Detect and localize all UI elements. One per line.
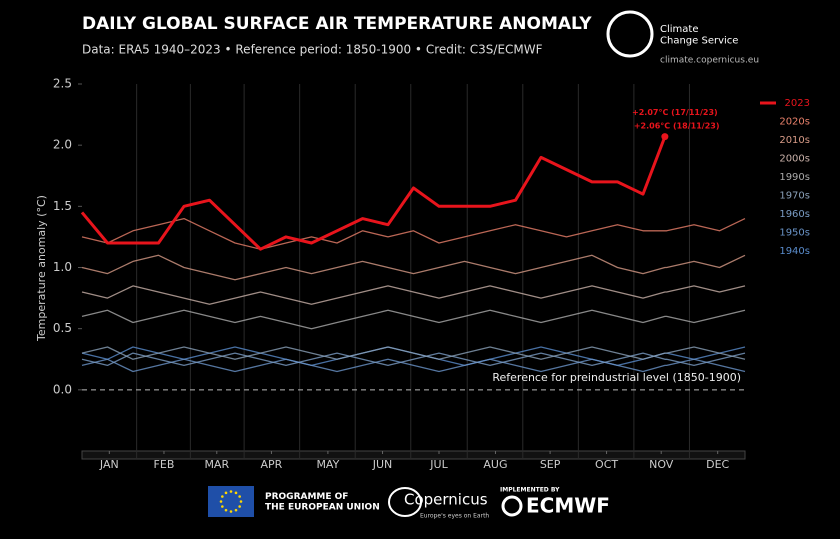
eu-star — [238, 505, 241, 508]
series-line — [81, 346, 746, 360]
x-tick-label: AUG — [483, 458, 507, 471]
footer: PROGRAMME OF THE EUROPEAN UNION Copernicu… — [208, 486, 610, 520]
eu-star — [224, 508, 228, 512]
y-tick-label: 1.0 — [53, 260, 72, 274]
ecmwf: ECMWF — [526, 494, 610, 518]
legend-label: 1940s — [779, 246, 810, 257]
eu-star — [239, 500, 243, 503]
ecmwf-logo — [501, 495, 523, 517]
series-line — [81, 285, 746, 305]
x-tick-label: SEP — [540, 458, 561, 471]
plot-area: 0.0 0.5 1.0 1.5 2.0 2.5 JAN FEB MAR APR MAY JUN JUL A… — [53, 77, 810, 472]
eu-star — [219, 500, 223, 503]
chart-subtitle: Data: ERA5 1940–2023 • Reference period:… — [82, 43, 543, 57]
copernicus-name: Copernicus — [404, 491, 488, 509]
brand-name: Climate Change Service — [660, 24, 738, 47]
series-line — [81, 254, 746, 281]
series-line — [81, 309, 746, 330]
legend-label: 1990s — [779, 172, 810, 183]
y-axis-label: Temperature anomaly (°C) — [35, 195, 48, 342]
reference-label: Reference for preindustrial level (1850-… — [492, 371, 741, 384]
eu-star — [224, 491, 228, 495]
eu-star — [229, 490, 233, 493]
legend-label: 2000s — [779, 154, 810, 165]
text-line: Climate — [660, 24, 698, 35]
eu-star — [221, 495, 224, 498]
x-tick-label: DEC — [706, 458, 729, 471]
implemented-by: IMPLEMENTED BY — [500, 487, 560, 494]
x-tick-label: JUN — [372, 458, 393, 471]
copernicus-tagline: Europe's eyes on Earth — [420, 513, 489, 520]
y-tick-label: 0.5 — [53, 321, 72, 335]
legend-label: 1960s — [779, 209, 810, 220]
peak-marker — [661, 133, 669, 141]
y-tick-label: 2.5 — [53, 77, 72, 91]
brand-url: climate.copernicus.eu — [660, 56, 759, 66]
legend-label: 2020s — [779, 117, 810, 128]
y-tick-label: 0.0 — [53, 382, 72, 396]
text-line: THE EUROPEAN UNION — [265, 502, 380, 512]
x-tick-label: OCT — [595, 458, 618, 471]
eu-star — [221, 505, 224, 508]
series-line — [80, 135, 668, 251]
text-line: PROGRAMME OF — [265, 492, 348, 502]
chart-title: DAILY GLOBAL SURFACE AIR TEMPERATURE ANO… — [82, 14, 592, 34]
x-tick-label: JUL — [429, 458, 448, 471]
legend-label: 2023 — [785, 98, 810, 109]
copernicus-logo — [388, 487, 422, 517]
x-tick-label: JAN — [99, 458, 119, 471]
legend-label: 2010s — [779, 135, 810, 146]
legend-label: 1970s — [779, 191, 810, 202]
legend-label: 1950s — [779, 228, 810, 239]
x-tick-label: MAY — [316, 458, 339, 471]
eu-star — [234, 508, 238, 512]
c3s-logo — [606, 10, 654, 58]
annotation: +2.06°C (18/11/23) — [634, 121, 720, 130]
y-tick-label: 2.0 — [53, 138, 72, 152]
x-tick-label: APR — [261, 458, 283, 471]
eu-programme: PROGRAMME OF THE EUROPEAN UNION — [265, 492, 380, 512]
series-line — [81, 217, 746, 250]
x-axis-strip — [81, 450, 746, 460]
eu-star — [234, 491, 238, 495]
annotation: +2.07°C (17/11/23) — [632, 108, 718, 117]
x-tick-label: NOV — [649, 458, 674, 471]
text-line: Change Service — [660, 36, 738, 47]
eu-star — [238, 495, 241, 498]
x-tick-label: FEB — [154, 458, 175, 471]
eu-star — [229, 510, 233, 513]
x-tick-label: MAR — [204, 458, 229, 471]
y-tick-label: 1.5 — [53, 199, 72, 213]
